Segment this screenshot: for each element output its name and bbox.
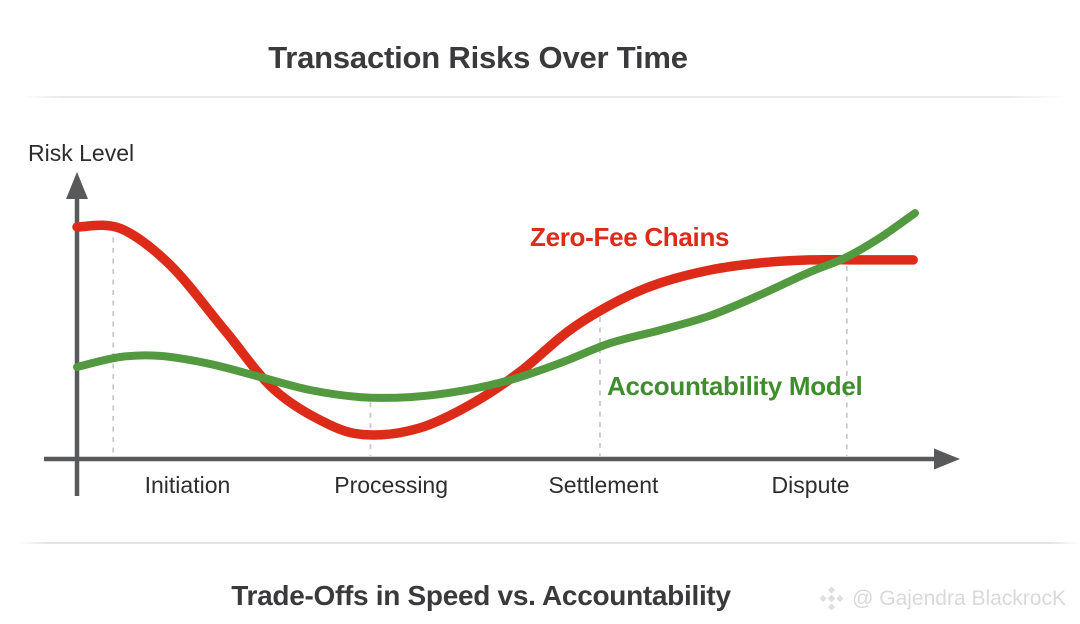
- zero-fee-chains-curve: [72, 220, 918, 440]
- watermark-text: @ Gajendra BlackrocK: [852, 586, 1066, 610]
- x-axis-label-processing: Processing: [334, 472, 449, 498]
- top-divider: [22, 96, 1068, 98]
- x-axis-arrow-icon: [934, 448, 960, 470]
- x-axis-label-initiation: Initiation: [144, 472, 231, 498]
- bottom-divider: [18, 542, 1080, 544]
- binance-logo-icon: [819, 586, 844, 611]
- page-title: Transaction Risks Over Time: [268, 40, 688, 75]
- x-axis-label-dispute: Dispute: [771, 472, 850, 498]
- watermark: @ Gajendra BlackrocK: [818, 585, 1066, 612]
- y-axis-title: Risk Level: [28, 140, 135, 166]
- footer-caption: Trade-Offs in Speed vs. Accountability: [231, 580, 731, 611]
- accountability-model-curve: [73, 209, 919, 402]
- series-label-zero-fee-chains: Zero-Fee Chains: [530, 222, 730, 252]
- series-label-accountability-model: Accountability Model: [607, 371, 863, 401]
- dashed-guides-group: [112, 237, 848, 456]
- x-axis-label-settlement: Settlement: [548, 472, 659, 498]
- y-axis-arrow-icon: [66, 172, 88, 199]
